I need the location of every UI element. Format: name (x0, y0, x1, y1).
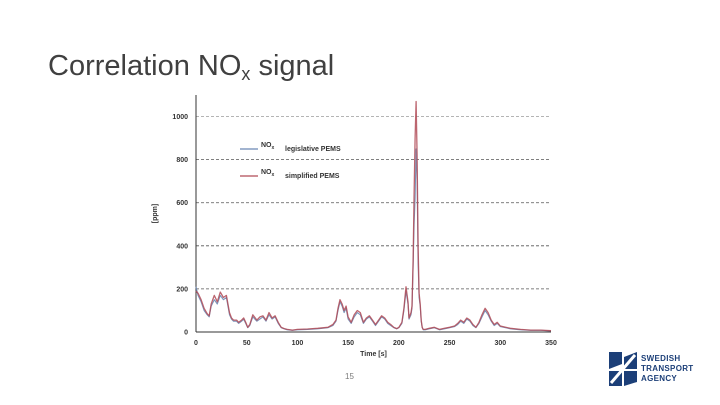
x-tick-label: 250 (444, 340, 456, 347)
y-tick-label: 1000 (172, 114, 188, 121)
logo-text: SWEDISH TRANSPORT AGENCY (641, 354, 693, 384)
x-tick-label: 350 (545, 340, 557, 347)
logo-line: AGENCY (641, 374, 678, 383)
legend-label: NOx (261, 142, 275, 151)
x-axis-title: Time [s] (360, 351, 387, 358)
logo-line: SWEDISH (641, 354, 681, 363)
x-tick-label: 100 (292, 340, 304, 347)
agency-emblem-icon (609, 352, 637, 386)
y-tick-label: 600 (176, 200, 188, 207)
slide-title-subscript: x (241, 64, 251, 84)
logo-line: TRANSPORT (641, 364, 694, 373)
x-tick-label: 300 (494, 340, 506, 347)
x-tick-label: 200 (393, 340, 405, 347)
legend-description: legislative PEMS (285, 146, 341, 153)
swedish-transport-agency-logo: SWEDISH TRANSPORT AGENCY (609, 352, 709, 386)
legend-description: simplified PEMS (285, 173, 340, 180)
y-tick-label: 200 (176, 286, 188, 293)
slide-title-end: signal (250, 50, 335, 82)
y-axis-title: [ppm] (152, 204, 159, 223)
y-tick-label: 800 (176, 157, 188, 164)
page-number: 15 (345, 372, 354, 381)
legend-label: NOx (261, 169, 275, 178)
slide-title: Correlation NOx signal (48, 50, 334, 85)
x-tick-label: 150 (342, 340, 354, 347)
series-line-simplified-pems (195, 100, 552, 332)
y-tick-label: 0 (184, 330, 188, 337)
x-tick-label: 0 (194, 340, 198, 347)
x-tick-label: 50 (243, 340, 251, 347)
y-tick-label: 400 (176, 243, 188, 250)
slide-title-main: Correlation NO (48, 50, 242, 82)
